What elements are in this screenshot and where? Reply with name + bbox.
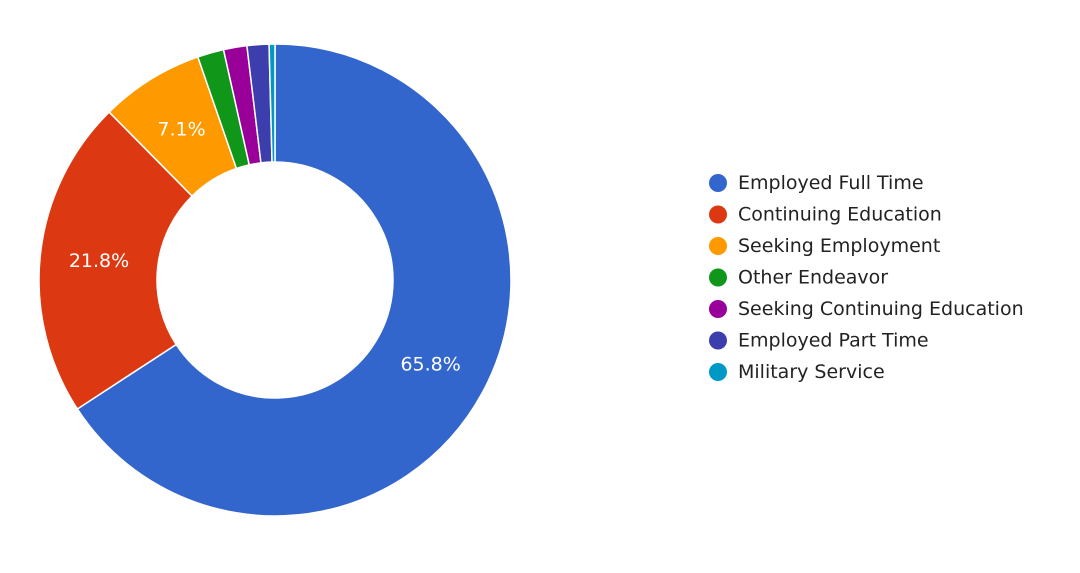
- legend-swatch: [709, 205, 727, 224]
- legend-label: Other Endeavor: [738, 267, 888, 289]
- slice-continuing-education: [38, 111, 194, 410]
- legend-item-continuing-education: Continuing Education: [709, 204, 942, 226]
- legend-label: Continuing Education: [738, 204, 942, 226]
- legend-item-seeking-employment: Seeking Employment: [709, 235, 940, 257]
- legend-item-other-endeavor: Other Endeavor: [709, 267, 888, 289]
- legend-swatch: [709, 268, 727, 287]
- slice-label-continuing-education: 21.8%: [69, 250, 129, 272]
- chart-slices: [38, 43, 512, 517]
- legend-label: Seeking Employment: [738, 235, 940, 257]
- slice-military-service: [268, 43, 276, 163]
- legend-label: Employed Part Time: [738, 330, 929, 352]
- legend-swatch: [709, 363, 727, 381]
- legend-label: Employed Full Time: [738, 172, 924, 194]
- legend-item-employed-full-time: Employed Full Time: [709, 172, 924, 194]
- slice-label-seeking-employment: 7.1%: [157, 119, 205, 141]
- legend-item-seeking-continuing-education: Seeking Continuing Education: [709, 298, 1024, 320]
- legend-label: Military Service: [738, 361, 885, 383]
- slice-employed-full-time: [76, 43, 512, 517]
- legend-swatch: [709, 331, 727, 350]
- legend-swatch: [709, 300, 727, 318]
- chart-legend: Employed Full Time Continuing Education Se…: [709, 172, 1024, 383]
- legend-swatch: [709, 237, 727, 255]
- legend-swatch: [709, 174, 727, 192]
- legend-item-employed-part-time: Employed Part Time: [709, 330, 929, 352]
- legend-label: Seeking Continuing Education: [738, 298, 1024, 320]
- slice-label-employed-full-time: 65.8%: [400, 353, 460, 375]
- legend-item-military-service: Military Service: [709, 361, 885, 383]
- chart-slice-labels: 65.8% 21.8% 7.1%: [69, 119, 461, 376]
